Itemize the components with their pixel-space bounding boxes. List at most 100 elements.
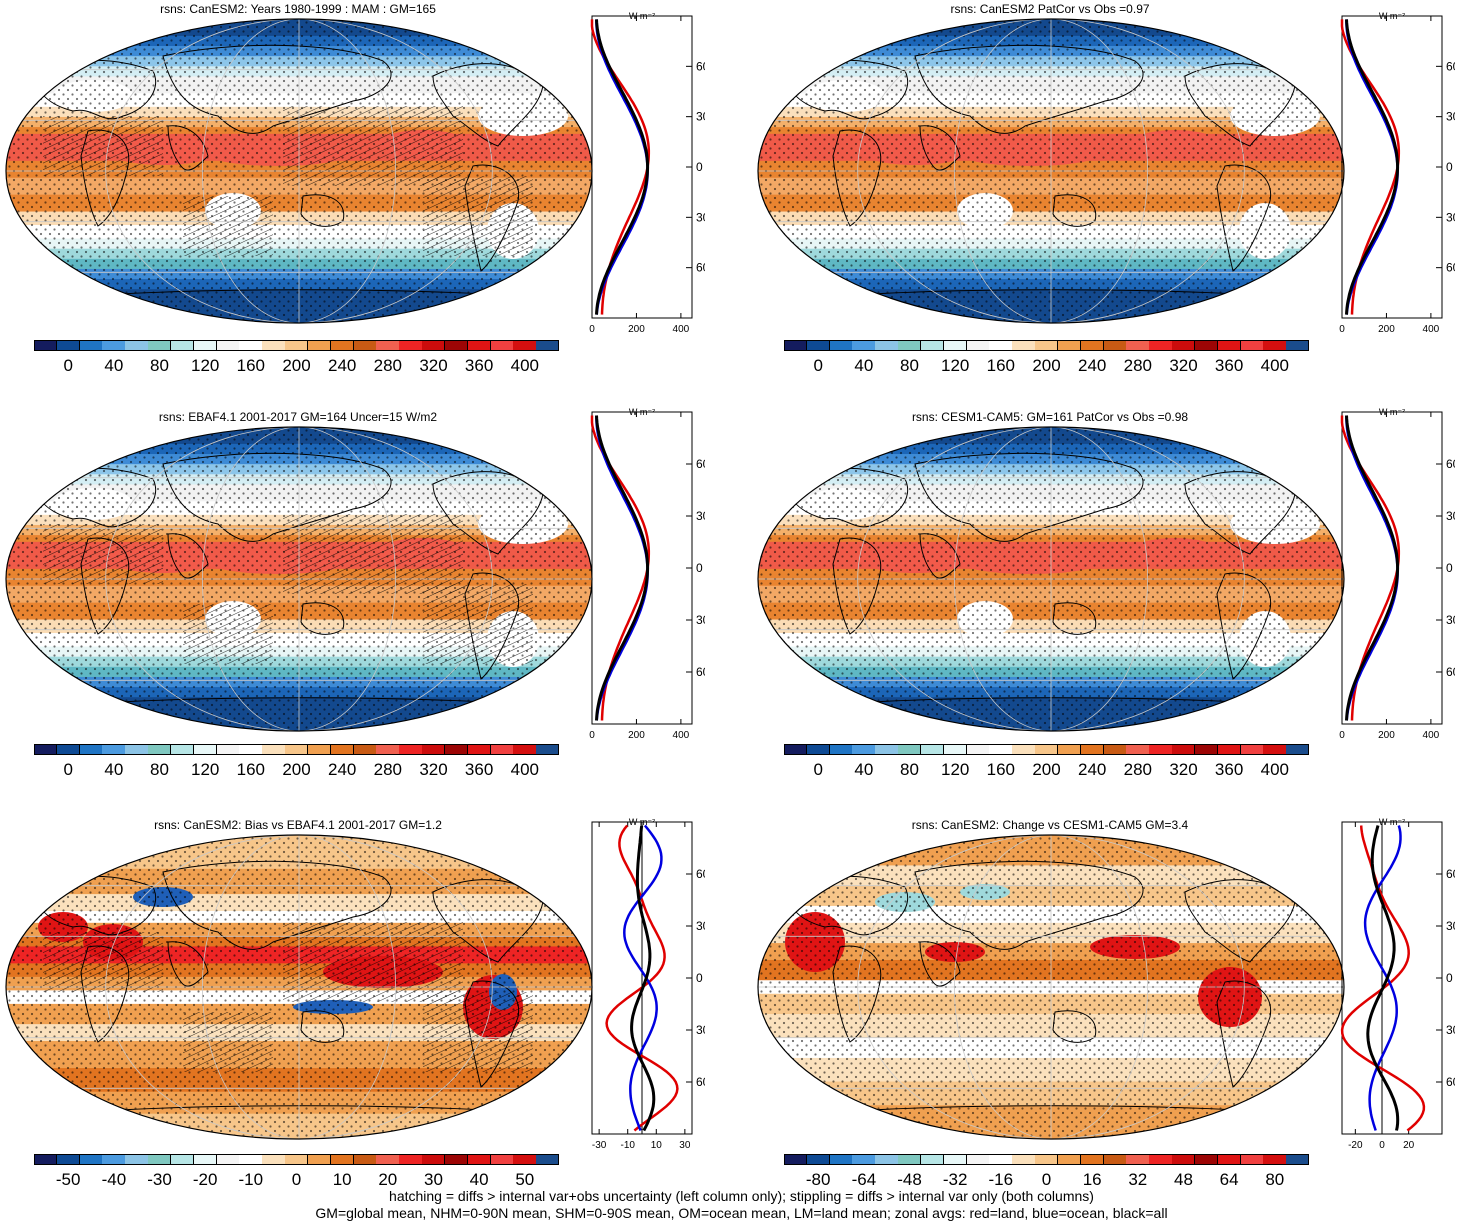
colorbar-label: 200: [282, 760, 311, 779]
coastline: [300, 194, 345, 227]
zonal-plot-3: W m⁻² 60N 30N 0 30S 60S 0 200 400: [589, 407, 705, 741]
colorbar-swatch: [1057, 744, 1082, 755]
colorbar-label: 0: [813, 356, 823, 375]
colorbar-5: -50 -40 -30 -20 -10 0 10 20 30 40 50: [34, 1154, 560, 1194]
colorbar-swatch: [444, 1154, 469, 1165]
colorbar-swatch: [422, 340, 446, 351]
zonal-x-label: 0: [1379, 1140, 1385, 1151]
colorbar-swatch: [422, 744, 446, 755]
zonal-lat-label: 60N: [1446, 867, 1455, 881]
graticule-line: [298, 426, 493, 732]
colorbar-swatch: [1080, 340, 1105, 351]
coastline: [80, 537, 130, 635]
colorbar-swatch: [1240, 744, 1264, 755]
colorbar-label: 400: [1260, 356, 1289, 375]
zonal-plot-1: W m⁻² 60N 30N 0 30S 60S 0 200 400: [589, 11, 705, 335]
colorbar-swatch: [285, 1154, 309, 1165]
map-border: [757, 426, 1345, 732]
colorbar-swatch: [376, 1154, 400, 1165]
colorbar-swatch: [467, 340, 492, 351]
colorbar-swatch: [943, 744, 968, 755]
colorbar-label: 200: [1032, 356, 1061, 375]
colorbar-swatch: [784, 1154, 808, 1165]
coastline: [832, 945, 882, 1043]
colorbar-label: 80: [1265, 1170, 1285, 1189]
zonal-x-label: 30: [679, 1140, 691, 1151]
colorbar-swatch: [829, 1154, 853, 1165]
colorbar-label: 280: [373, 760, 402, 779]
colorbar-swatch: [852, 340, 876, 351]
zonal-lat-label: 30S: [1446, 1023, 1455, 1037]
colorbar-3: 0 40 80 120 160 200 240 280 320 360 400: [34, 744, 560, 784]
colorbar-frame: [784, 340, 1309, 351]
zonal-lat-label: 30S: [696, 210, 705, 224]
graticule-line: [105, 834, 300, 1140]
footer-line-2: GM=global mean, NHM=0-90N mean, SHM=0-90…: [315, 1205, 1168, 1221]
colorbar-swatch: [444, 340, 469, 351]
panel-title-1: rsns: CanESM2: Years 1980-1999 : MAM : G…: [160, 2, 436, 16]
colorbar-swatch: [148, 1154, 172, 1165]
zonal-plot-6: W m⁻² 60N 30N 0 30S 60S -20 0 20: [1340, 817, 1455, 1151]
zonal-lat-label: 60N: [1446, 457, 1455, 471]
colorbar-label: 32: [1128, 1170, 1148, 1189]
colorbar-swatch: [125, 1154, 149, 1165]
colorbar-swatch: [1172, 1154, 1196, 1165]
zonal-line-ocean: [595, 19, 649, 315]
coastline: [914, 860, 1144, 950]
colorbar-swatch: [1217, 744, 1242, 755]
zonal-line-all: [1345, 19, 1400, 315]
zonal-lat-label: 30N: [696, 919, 705, 933]
colorbar-swatch: [193, 340, 218, 351]
zonal-lat-label: 30S: [1446, 613, 1455, 627]
colorbar-swatch: [262, 340, 286, 351]
colorbar-swatch: [490, 1154, 514, 1165]
colorbar-label: 320: [1169, 356, 1198, 375]
graticule-line: [1050, 426, 1245, 732]
colorbar-swatch: [330, 340, 355, 351]
colorbar-4: 0 40 80 120 160 200 240 280 320 360 400: [784, 744, 1310, 784]
colorbar-swatch: [898, 340, 922, 351]
colorbar-label: 0: [63, 760, 73, 779]
zonal-x-label: 0: [589, 324, 595, 335]
colorbar-swatch: [490, 340, 514, 351]
colorbar-label: 80: [150, 356, 169, 375]
zonal-lat-label: 60S: [696, 261, 705, 275]
colorbar-label: 160: [236, 760, 265, 779]
zonal-units: W m⁻²: [629, 407, 655, 417]
colorbar-label: 320: [419, 356, 448, 375]
colorbar-swatch: [148, 744, 172, 755]
colorbar-label: 280: [373, 356, 402, 375]
coastline: [914, 44, 1144, 134]
colorbar-swatch: [829, 340, 853, 351]
colorbar-swatch: [467, 744, 492, 755]
zonal-lat-label: 60N: [696, 457, 705, 471]
colorbar-label: -50: [55, 1170, 81, 1189]
graticule-line: [953, 18, 1052, 324]
hatch-overlay: [423, 992, 533, 1072]
zonal-lat-label: 30N: [696, 110, 705, 124]
colorbar-swatch: [307, 1154, 332, 1165]
colorbar-swatch: [239, 340, 263, 351]
colorbar-label: 0: [63, 356, 73, 375]
coastline: [464, 164, 520, 272]
zonal-x-label: -30: [592, 1140, 607, 1151]
colorbar-swatch: [989, 1154, 1013, 1165]
zonal-lat-label: 30S: [1446, 210, 1455, 224]
colorbar-swatch: [285, 340, 309, 351]
colorbar-label: 160: [986, 356, 1015, 375]
colorbar-swatch: [1217, 340, 1242, 351]
zonal-lat-label: 60N: [696, 867, 705, 881]
colorbar-frame: [784, 1154, 1309, 1165]
colorbar-swatch: [1035, 340, 1059, 351]
zonal-x-label: 200: [1378, 730, 1395, 741]
graticule-line: [1050, 426, 1149, 732]
colorbar-label: 40: [854, 356, 874, 375]
graticule-line: [298, 18, 493, 324]
colorbar-swatch: [330, 1154, 355, 1165]
coastline: [1216, 572, 1272, 680]
colorbar-label: 80: [150, 760, 169, 779]
zonal-lat-label: 60S: [696, 665, 705, 679]
colorbar-swatch: [1035, 1154, 1059, 1165]
zonal-line-land: [590, 415, 651, 721]
colorbar-swatch: [1012, 744, 1036, 755]
